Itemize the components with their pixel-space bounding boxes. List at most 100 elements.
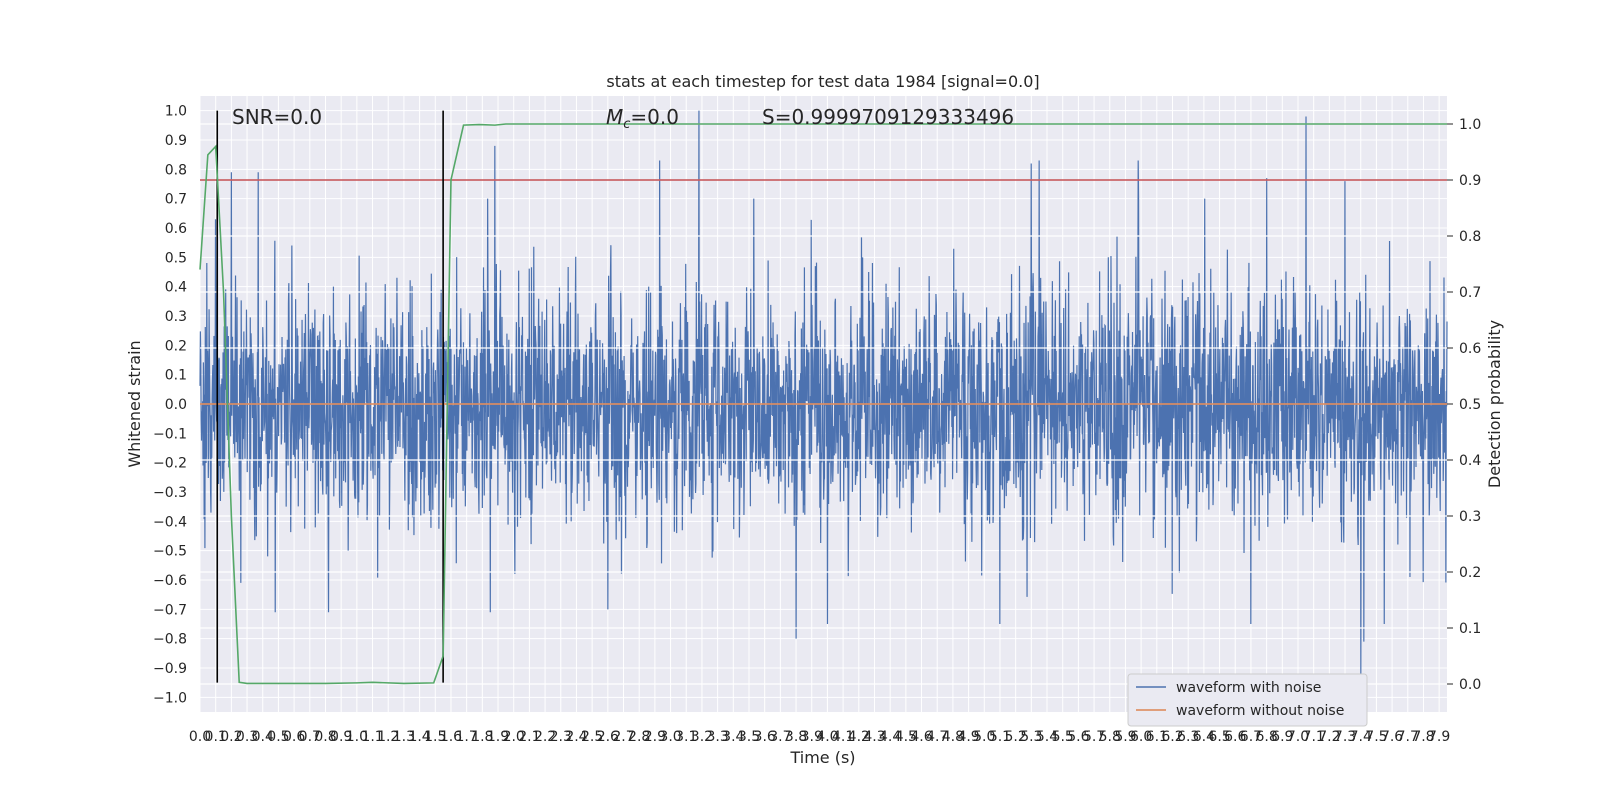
x-tick-label: 2.4: [565, 729, 587, 745]
x-tick-label: 7.4: [1350, 729, 1372, 745]
x-tick-label: 5.7: [1083, 729, 1105, 745]
x-tick-label: 6.8: [1255, 729, 1277, 745]
y-tick-label: −0.2: [153, 456, 187, 472]
x-tick-label: 2.9: [644, 729, 666, 745]
x-tick-label: 3.8: [785, 729, 807, 745]
x-tick-label: 3.5: [738, 729, 760, 745]
x-tick-label: 7.5: [1365, 729, 1387, 745]
y2-tick-label: 0.8: [1459, 229, 1481, 245]
x-tick-label: 6.7: [1240, 729, 1262, 745]
y2-tick-label: 0.2: [1459, 565, 1481, 581]
x-tick-label: 1.0: [346, 729, 368, 745]
x-tick-label: 4.9: [957, 729, 979, 745]
x-tick-label: 4.1: [832, 729, 854, 745]
y-tick-label: 0.1: [165, 368, 187, 384]
x-tick-label: 5.5: [1052, 729, 1074, 745]
x-tick-label: 6.0: [1130, 729, 1152, 745]
x-tick-label: 4.2: [848, 729, 870, 745]
y2-tick-label: 1.0: [1459, 117, 1481, 133]
x-tick-label: 0.4: [252, 729, 274, 745]
x-axis-label: Time (s): [789, 748, 855, 767]
waveform-with-noise-line: [199, 110, 1448, 677]
legend-label-noise: waveform with noise: [1176, 680, 1321, 696]
x-tick-label: 4.6: [910, 729, 932, 745]
y2-tick-label: 0.6: [1459, 341, 1481, 357]
x-tick-label: 1.2: [377, 729, 399, 745]
x-tick-label: 4.3: [863, 729, 885, 745]
y-axis-label: Whitened strain: [125, 340, 144, 467]
y2-tick-label: 0.0: [1459, 677, 1481, 693]
x-tick-label: 6.6: [1224, 729, 1246, 745]
x-tick-label: 3.6: [754, 729, 776, 745]
detection-probability-line: [199, 123, 1447, 685]
y-tick-label: 0.9: [165, 133, 187, 149]
y2-axis-label: Detection probability: [1485, 320, 1504, 488]
x-tick-label: 4.5: [895, 729, 917, 745]
x-tick-label: 1.7: [456, 729, 478, 745]
x-tick-label: 6.5: [1208, 729, 1230, 745]
x-tick-label: 6.2: [1161, 729, 1183, 745]
x-tick-label: 4.4: [879, 729, 901, 745]
plot-area: [199, 110, 1448, 685]
x-tick-label: 5.1: [989, 729, 1011, 745]
x-tick-label: 7.3: [1334, 729, 1356, 745]
x-tick-label: 3.4: [722, 729, 744, 745]
x-axis-ticks: 0.00.10.20.30.40.50.60.70.80.91.01.11.21…: [189, 729, 1450, 745]
x-tick-label: 0.9: [330, 729, 352, 745]
x-tick-label: 0.6: [283, 729, 305, 745]
x-tick-label: 6.9: [1271, 729, 1293, 745]
chart-title: stats at each timestep for test data 198…: [606, 72, 1039, 91]
x-tick-label: 0.2: [220, 729, 242, 745]
y2-tick-label: 0.5: [1459, 397, 1481, 413]
x-tick-label: 2.0: [503, 729, 525, 745]
y-tick-label: −0.1: [153, 426, 187, 442]
x-tick-label: 1.9: [487, 729, 509, 745]
y-tick-label: 0.7: [165, 192, 187, 208]
x-tick-label: 7.0: [1287, 729, 1309, 745]
x-tick-label: 5.2: [1005, 729, 1027, 745]
legend: waveform with noise waveform without noi…: [1127, 673, 1368, 727]
y2-tick-label: 0.4: [1459, 453, 1481, 469]
y-tick-label: −0.7: [153, 602, 187, 618]
x-tick-label: 7.8: [1412, 729, 1434, 745]
x-tick-label: 0.1: [205, 729, 227, 745]
y-tick-label: −0.3: [153, 485, 187, 501]
y-gridlines: [200, 110, 1447, 698]
y-tick-label: 0.0: [165, 397, 187, 413]
x-tick-label: 5.3: [1020, 729, 1042, 745]
x-tick-label: 2.1: [518, 729, 540, 745]
y-tick-label: 0.4: [165, 280, 187, 296]
x-tick-label: 2.8: [628, 729, 650, 745]
x-tick-label: 7.9: [1428, 729, 1450, 745]
x-tick-label: 0.5: [267, 729, 289, 745]
y-tick-label: 0.2: [165, 338, 187, 354]
x-tick-label: 6.3: [1177, 729, 1199, 745]
snr-annotation: SNR=0.0: [232, 105, 322, 129]
x-tick-label: 3.0: [659, 729, 681, 745]
y-tick-label: −0.5: [153, 544, 187, 560]
y2-tick-label: 0.9: [1459, 173, 1481, 189]
y-tick-label: −0.4: [153, 514, 187, 530]
y-tick-label: −0.6: [153, 573, 187, 589]
x-tick-label: 3.2: [691, 729, 713, 745]
x-tick-label: 2.7: [612, 729, 634, 745]
x-tick-label: 0.0: [189, 729, 211, 745]
s-annotation: S=0.9999709129333496: [762, 105, 1014, 129]
x-tick-label: 2.3: [550, 729, 572, 745]
y-tick-label: 0.8: [165, 162, 187, 178]
y-tick-label: −0.9: [153, 661, 187, 677]
x-tick-label: 2.5: [581, 729, 603, 745]
y2-tick-label: 0.7: [1459, 285, 1481, 301]
x-tick-label: 7.6: [1381, 729, 1403, 745]
y-tick-label: 1.0: [165, 104, 187, 120]
x-tick-label: 2.2: [534, 729, 556, 745]
x-tick-label: 5.6: [1067, 729, 1089, 745]
x-tick-label: 7.2: [1318, 729, 1340, 745]
x-tick-label: 3.3: [706, 729, 728, 745]
x-tick-label: 1.5: [424, 729, 446, 745]
x-tick-label: 5.8: [1099, 729, 1121, 745]
x-tick-label: 3.1: [675, 729, 697, 745]
y2-tick-label: 0.3: [1459, 509, 1481, 525]
x-tick-label: 0.3: [236, 729, 258, 745]
